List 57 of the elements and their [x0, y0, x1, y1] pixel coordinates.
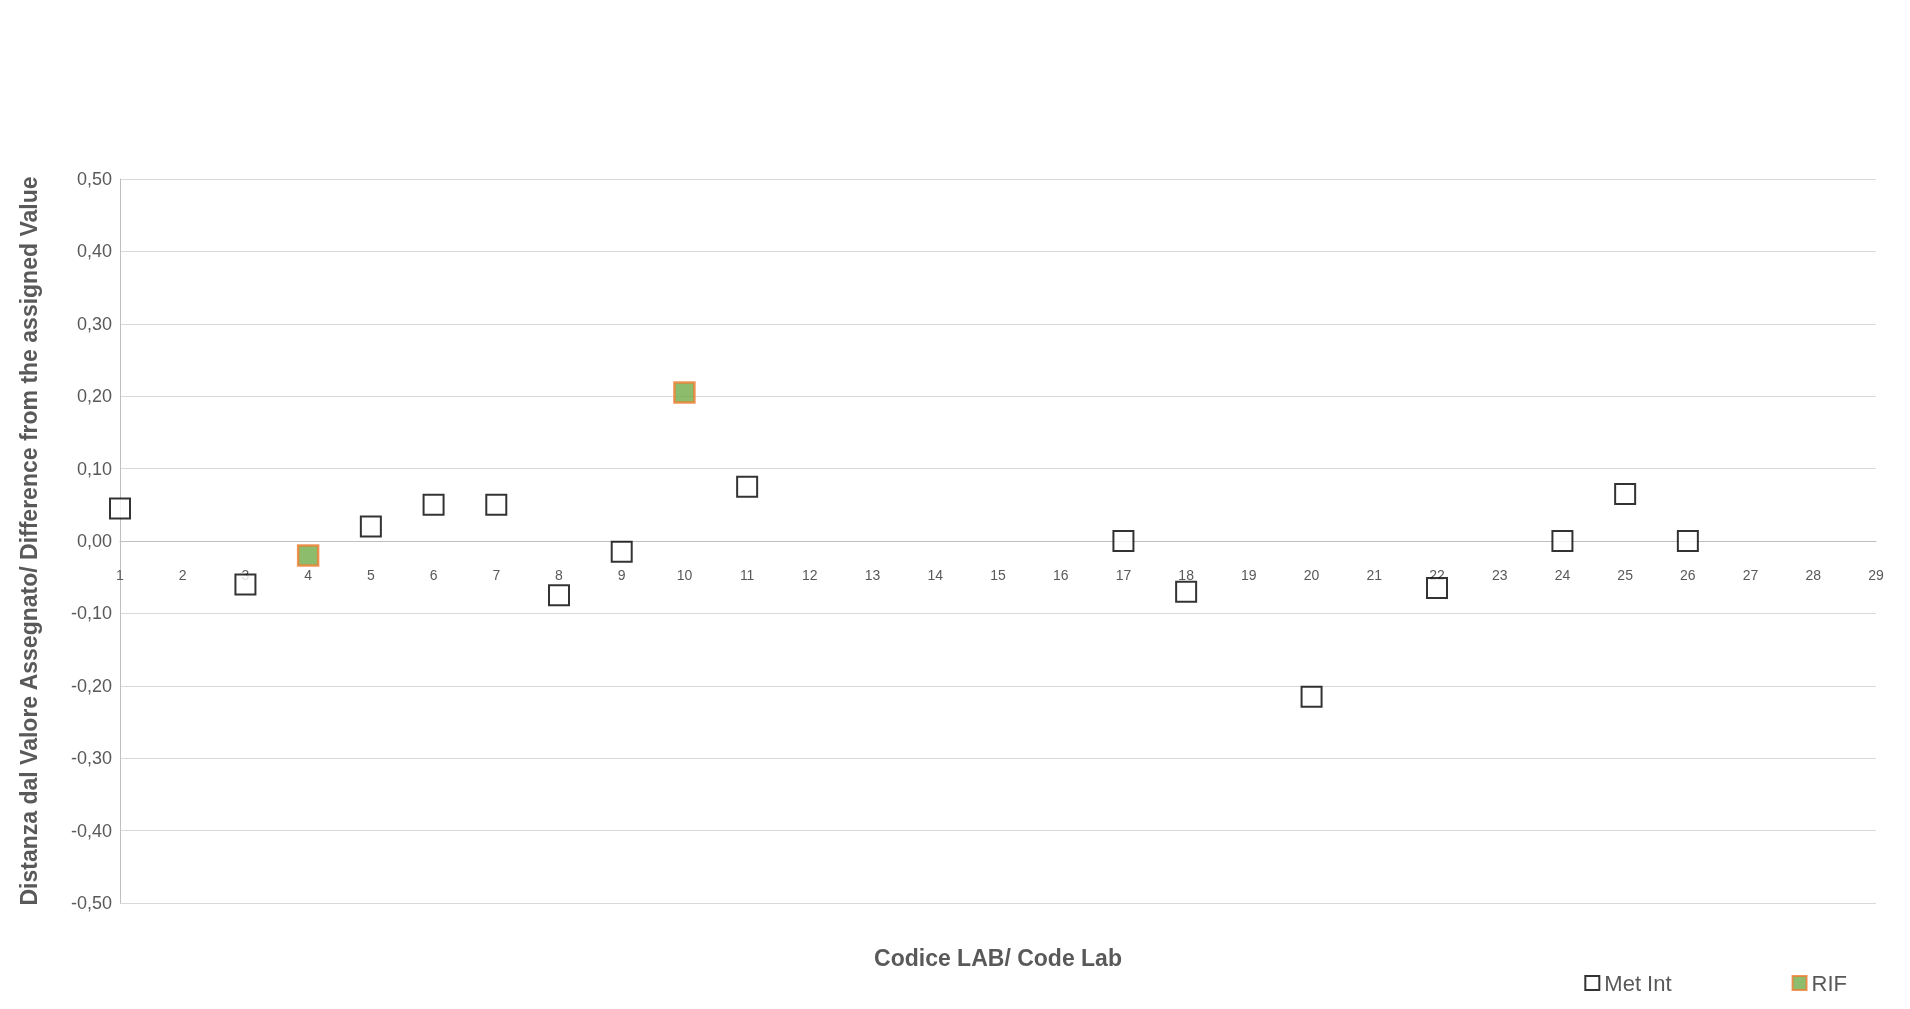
- point: [359, 515, 382, 538]
- x-tick-label: 1: [116, 567, 125, 583]
- y-tick-label: -0,50: [70, 893, 112, 913]
- y-tick-label: -0,40: [70, 820, 112, 841]
- x-tick-label: 24: [1554, 567, 1571, 583]
- point: [1175, 580, 1198, 603]
- x-tick-label: 11: [739, 567, 755, 583]
- x-tick-label: 8: [555, 567, 564, 583]
- point: [485, 493, 508, 516]
- x-tick-label: 20: [1303, 567, 1320, 583]
- point: [1300, 685, 1323, 708]
- x-tick-label: 27: [1742, 567, 1759, 583]
- x-tick-label: 16: [1052, 567, 1069, 583]
- point: [296, 544, 320, 567]
- y-tick-label: 0,40: [76, 241, 112, 262]
- legend-label: RIF: [1811, 970, 1848, 996]
- point: [1551, 530, 1574, 552]
- y-tick-label: 0,10: [76, 458, 112, 479]
- point: [610, 540, 633, 563]
- y-tick-label: 0,20: [76, 386, 112, 407]
- y-tick-label: -0,10: [70, 603, 112, 624]
- x-tick-label: 15: [990, 567, 1006, 583]
- point: [422, 493, 445, 516]
- point: [1112, 530, 1135, 552]
- x-tick-label: 25: [1617, 567, 1634, 583]
- x-tick-label: 6: [429, 567, 438, 583]
- x-tick-label: 13: [864, 567, 881, 583]
- x-tick-label: 21: [1366, 567, 1383, 583]
- x-tick-label: 4: [304, 567, 313, 583]
- x-tick-label: 10: [676, 567, 693, 583]
- point: [673, 381, 696, 404]
- y-tick-label: 0,50: [76, 169, 112, 189]
- x-tick-label: 18: [1178, 567, 1195, 583]
- y-tick-label: 0,00: [76, 531, 112, 551]
- point: [1614, 482, 1637, 505]
- x-tick-label: 7: [492, 567, 501, 583]
- x-tick-label: 2: [178, 567, 187, 583]
- x-tick-label: 29: [1868, 567, 1884, 583]
- point: [1676, 530, 1699, 552]
- x-tick-label: 5: [366, 567, 375, 583]
- y-tick-label: -0,20: [70, 675, 112, 696]
- x-tick-label: 23: [1491, 567, 1508, 583]
- x-tick-label: 28: [1805, 567, 1822, 583]
- x-tick-label: 9: [617, 567, 626, 583]
- x-tick-label: 19: [1241, 567, 1257, 583]
- x-tick-label: 17: [1115, 567, 1132, 583]
- x-axis-title: Codice LAB/ Code Lab: [874, 945, 1122, 971]
- x-tick-label: 14: [927, 567, 944, 583]
- point: [548, 584, 570, 607]
- x-tick-label: 26: [1680, 567, 1696, 583]
- x-tick-label: 12: [802, 567, 818, 583]
- y-axis-title: Distanza dal Valore Assegnato/ Difference from the assigned Value: [15, 176, 42, 906]
- legend-label: Met Int: [1604, 970, 1672, 996]
- point: [109, 497, 131, 520]
- point: [736, 475, 759, 498]
- y-tick-label: -0,30: [70, 748, 112, 769]
- y-tick-label: 0,30: [76, 313, 112, 334]
